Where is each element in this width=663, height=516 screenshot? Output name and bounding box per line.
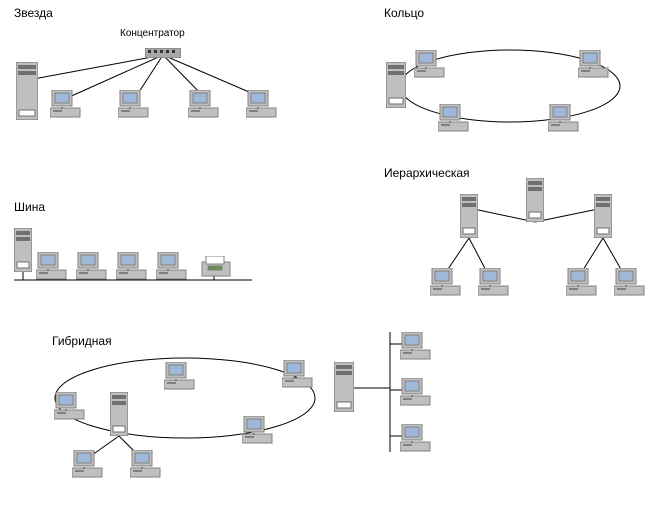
pc-icon	[118, 90, 150, 125]
printer-icon	[200, 256, 234, 283]
pc-icon	[400, 332, 432, 367]
pc-icon	[548, 104, 580, 139]
server-icon	[16, 62, 38, 125]
server-icon	[594, 194, 612, 243]
pc-icon	[50, 90, 82, 125]
pc-icon	[54, 392, 86, 427]
pc-icon	[400, 378, 432, 413]
pc-icon	[282, 360, 314, 395]
pc-icon	[578, 50, 610, 85]
server-icon	[14, 228, 32, 277]
pc-icon	[76, 252, 108, 287]
pc-icon	[188, 90, 220, 125]
pc-icon	[430, 268, 462, 303]
topology-diagram-canvas: Звезда Концентратор Кольцо Шина Иерархич…	[0, 0, 663, 516]
server-icon	[334, 362, 354, 417]
label-hybrid: Гибридная	[52, 334, 112, 348]
pc-icon	[400, 424, 432, 459]
pc-icon	[566, 268, 598, 303]
server-icon	[526, 178, 544, 227]
pc-icon	[130, 450, 162, 485]
label-star: Звезда	[14, 6, 53, 20]
hub-icon	[145, 45, 181, 63]
pc-icon	[116, 252, 148, 287]
pc-icon	[36, 252, 68, 287]
pc-icon	[246, 90, 278, 125]
pc-icon	[478, 268, 510, 303]
pc-icon	[164, 362, 196, 397]
label-tree: Иерархическая	[384, 166, 470, 180]
label-ring: Кольцо	[384, 6, 424, 20]
pc-icon	[414, 50, 446, 85]
label-hub: Концентратор	[120, 28, 185, 39]
pc-icon	[614, 268, 646, 303]
server-icon	[460, 194, 478, 243]
label-bus: Шина	[14, 200, 45, 214]
pc-icon	[242, 416, 274, 451]
pc-icon	[156, 252, 188, 287]
pc-icon	[72, 450, 104, 485]
server-icon	[386, 62, 406, 113]
pc-icon	[438, 104, 470, 139]
server-icon	[110, 392, 128, 441]
